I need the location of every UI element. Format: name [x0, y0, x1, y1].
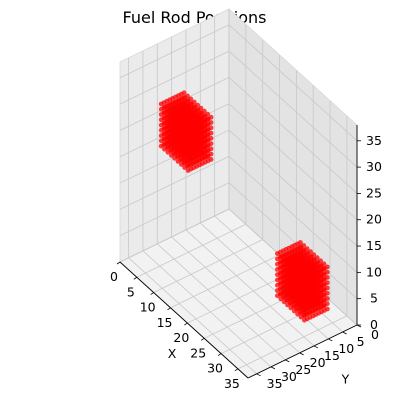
- y-tick-label: 25: [295, 362, 311, 377]
- data-point: [325, 301, 330, 306]
- data-point: [209, 136, 214, 141]
- z-tick-label: 15: [366, 238, 382, 253]
- data-point: [209, 115, 214, 120]
- data-point: [209, 120, 214, 125]
- x-tick-label: 20: [173, 330, 189, 345]
- data-point: [325, 275, 330, 280]
- y-tick-label: 20: [310, 355, 326, 370]
- y-tick-label: 10: [338, 341, 354, 356]
- x-tick: [201, 338, 204, 340]
- z-tick-label: 0: [370, 317, 378, 332]
- z-tick-label: 35: [366, 133, 382, 148]
- x-tick-label: 10: [140, 300, 156, 315]
- z-tick-label: 10: [366, 264, 382, 279]
- x-axis-label: X: [168, 346, 177, 361]
- z-tick-label: 5: [370, 291, 378, 306]
- data-point: [325, 296, 330, 301]
- data-point: [209, 157, 214, 162]
- x-tick: [184, 323, 187, 325]
- data-point: [325, 280, 330, 285]
- x-tick: [235, 369, 238, 371]
- x-tick-label: 5: [127, 284, 135, 299]
- y-tick-label: 5: [357, 334, 365, 349]
- data-point: [209, 131, 214, 136]
- data-point: [325, 307, 330, 312]
- data-point: [325, 265, 330, 270]
- y-tick: [271, 367, 275, 369]
- x-tick-label: 35: [224, 376, 240, 391]
- y-tick: [343, 332, 347, 334]
- x-tick: [218, 354, 221, 356]
- x-tick: [134, 277, 137, 279]
- x-tick-label: 25: [190, 345, 206, 360]
- y-tick: [328, 339, 332, 341]
- y-tick-label: 35: [267, 376, 283, 391]
- y-tick-label: 30: [281, 369, 297, 384]
- data-point: [209, 146, 214, 151]
- data-point: [209, 125, 214, 130]
- z-tick-label: 30: [366, 159, 382, 174]
- y-tick: [300, 353, 304, 355]
- y-tick: [285, 360, 289, 362]
- x-tick-label: 30: [207, 361, 223, 376]
- x-tick-label: 0: [110, 269, 118, 284]
- y-axis-label: Y: [341, 372, 350, 387]
- x-tick-label: 15: [157, 315, 173, 330]
- y-tick: [257, 374, 261, 376]
- x-tick: [151, 293, 154, 295]
- data-point: [209, 152, 214, 157]
- z-tick-label: 20: [366, 212, 382, 227]
- x-tick: [117, 262, 120, 264]
- data-point: [325, 291, 330, 296]
- y-tick: [314, 346, 318, 348]
- x-tick: [168, 308, 171, 310]
- z-tick-label: 25: [366, 185, 382, 200]
- y-tick-label: 15: [324, 348, 340, 363]
- data-point: [325, 286, 330, 291]
- data-point: [325, 270, 330, 275]
- data-point: [209, 141, 214, 146]
